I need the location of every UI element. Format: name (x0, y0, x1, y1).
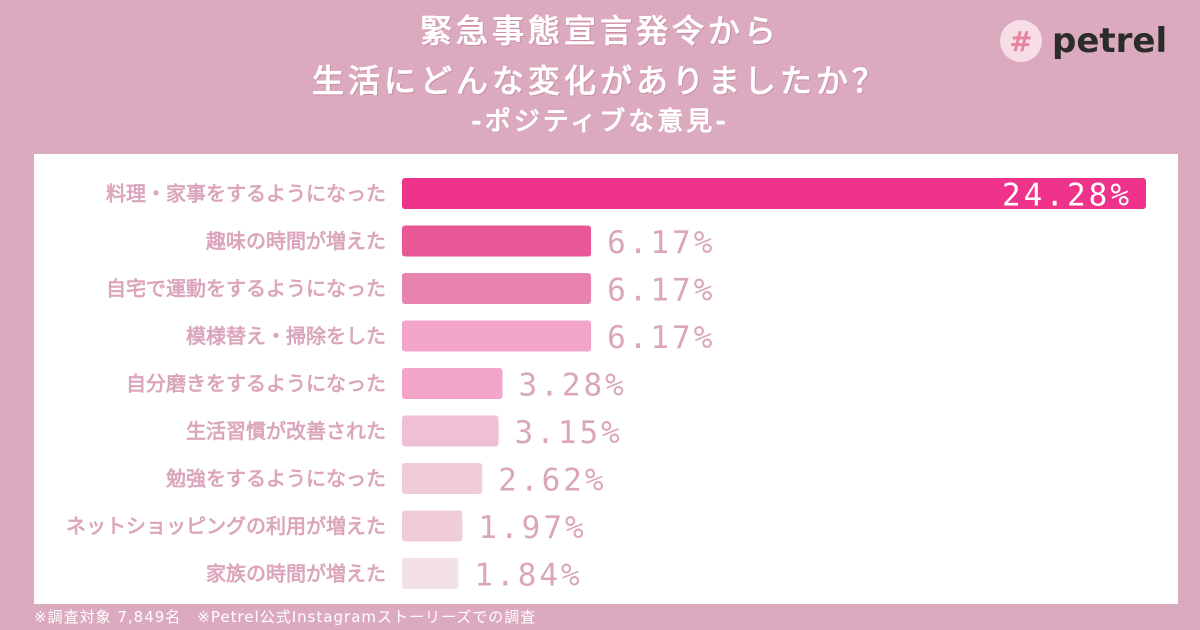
bar-chart: 料理・家事をするようになった 24.28% 趣味の時間が増えた 6.17% 自宅で運動を… (66, 178, 1146, 594)
category-label: ネットショッピングの利用が増えた (66, 514, 386, 538)
category-label: 自宅で運動をするようになった (106, 277, 386, 301)
value-label: 1.97% (478, 510, 586, 546)
bar (402, 225, 592, 257)
title-block: 緊急事態宣言発令から 生活にどんな変化がありましたか？ -ポジティブな意見- (0, 6, 1200, 140)
category-label: 自分磨きをするようになった (126, 372, 386, 396)
bar (402, 415, 499, 447)
chart-panel: 料理・家事をするようになった 24.28% 趣味の時間が増えた 6.17% 自宅で運動を… (34, 154, 1178, 604)
logo-text: petrel (1052, 21, 1168, 61)
category-label: 模様替え・掃除をした (186, 324, 386, 348)
bar (402, 463, 483, 494)
value-label: 3.15% (515, 415, 623, 451)
value-label: 2.62% (498, 463, 606, 499)
value-label: 6.17% (607, 273, 715, 309)
bar (402, 368, 503, 399)
bar (402, 320, 592, 352)
category-label: 勉強をするようになった (165, 467, 386, 491)
footnote: ※調査対象 7,849名 ※Petrel公式Instagramストーリーズでの調… (34, 608, 537, 626)
value-label: 24.28% (1002, 178, 1132, 214)
bar (402, 273, 592, 304)
page-subtitle: -ポジティブな意見- (470, 107, 730, 137)
category-label: 生活習慣が改善された (186, 419, 386, 443)
category-label: 料理・家事をするようになった (106, 182, 386, 206)
petrel-logo: # petrel (1000, 20, 1167, 62)
hash-icon: # (1000, 20, 1042, 62)
value-label: 3.28% (519, 368, 627, 404)
value-label: 6.17% (607, 225, 715, 261)
page-title-line1: 緊急事態宣言発令から (419, 12, 780, 50)
category-label: 趣味の時間が増えた (205, 229, 386, 253)
bar (402, 178, 1146, 209)
value-label: 1.84% (474, 558, 582, 594)
page-title-line2: 生活にどんな変化がありましたか？ (311, 62, 888, 100)
bar (402, 510, 463, 542)
value-label: 6.17% (607, 320, 715, 356)
category-label: 家族の時間が増えた (206, 562, 386, 586)
bar (402, 558, 459, 589)
